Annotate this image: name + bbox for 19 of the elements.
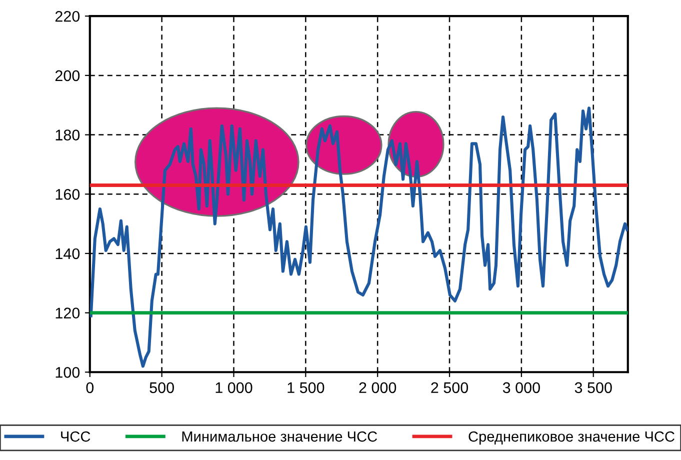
x-tick-label: 0 [86,382,94,394]
y-tick-label: 220 [55,10,80,22]
x-tick-label: 3 000 [502,382,540,394]
x-tick-label: 2 000 [359,382,396,394]
line-series [90,106,628,368]
legend-label: Минимальное значение ЧСС [182,431,378,442]
x-tick-label: 1 500 [288,382,324,394]
x-tick-label: 1 000 [216,382,252,394]
y-tick-label: 160 [56,188,80,200]
x-tick-label: 2 500 [431,382,468,394]
legend-label: Среднепиковое значение ЧСС [468,431,674,445]
x-tick-label: 3 500 [574,382,612,394]
y-tick-label: 200 [55,70,80,82]
legend-label: ЧСС [61,431,90,442]
x-tick-label: 500 [150,382,174,394]
y-tick-label: 140 [56,248,80,260]
y-tick-label: 120 [56,308,80,318]
y-tick-label: 100 [56,367,80,378]
y-tick-label: 180 [56,130,80,140]
